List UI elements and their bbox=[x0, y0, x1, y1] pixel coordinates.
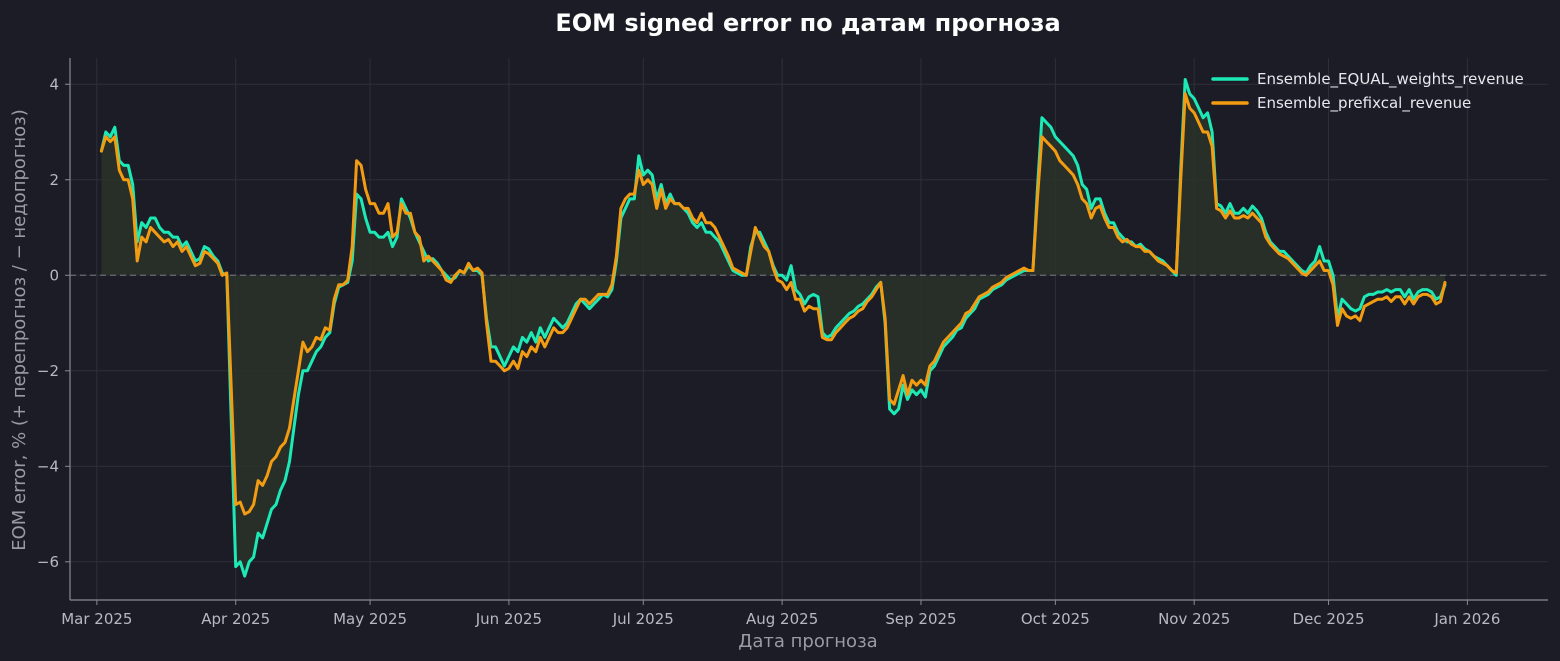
x-tick-label: Jan 2026 bbox=[1433, 610, 1500, 628]
x-tick-label: Nov 2025 bbox=[1158, 610, 1230, 628]
y-tick-label: −6 bbox=[37, 553, 59, 571]
x-tick-label: May 2025 bbox=[333, 610, 407, 628]
x-tick-label: Jul 2025 bbox=[612, 610, 674, 628]
y-tick-label: 4 bbox=[49, 75, 59, 93]
y-tick-label: −4 bbox=[37, 457, 59, 475]
series-line-2 bbox=[99, 92, 1447, 516]
x-tick-label: Dec 2025 bbox=[1293, 610, 1365, 628]
y-axis-label: EOM error, % (+ перепрогноз / − недопрог… bbox=[9, 109, 30, 550]
axes bbox=[69, 58, 1548, 601]
x-tick-label: Sep 2025 bbox=[885, 610, 956, 628]
x-tick-label: Oct 2025 bbox=[1021, 610, 1090, 628]
x-ticks: Mar 2025 Apr 2025 May 2025 Jun 2025 Jul 2025… bbox=[61, 600, 1500, 628]
x-axis-label: Дата прогноза bbox=[738, 631, 877, 652]
x-tick-label: Jun 2025 bbox=[475, 610, 542, 628]
legend-label-2: Ensemble_prefixcal_revenue bbox=[1257, 94, 1471, 113]
series-lines bbox=[99, 78, 1447, 578]
legend: Ensemble_EQUAL_weights_revenue Ensemble_p… bbox=[1211, 70, 1524, 113]
legend-label-1: Ensemble_EQUAL_weights_revenue bbox=[1257, 70, 1524, 89]
x-tick-label: Aug 2025 bbox=[746, 610, 818, 628]
y-tick-label: −2 bbox=[37, 362, 59, 380]
y-tick-label: 0 bbox=[49, 266, 59, 284]
x-tick-label: Mar 2025 bbox=[61, 610, 132, 628]
chart-title: EOM signed error по датам прогноза bbox=[555, 9, 1060, 37]
y-tick-label: 2 bbox=[49, 171, 59, 189]
y-ticks: −6 −4 −2 0 2 4 bbox=[37, 75, 70, 571]
x-tick-label: Apr 2025 bbox=[201, 610, 270, 628]
